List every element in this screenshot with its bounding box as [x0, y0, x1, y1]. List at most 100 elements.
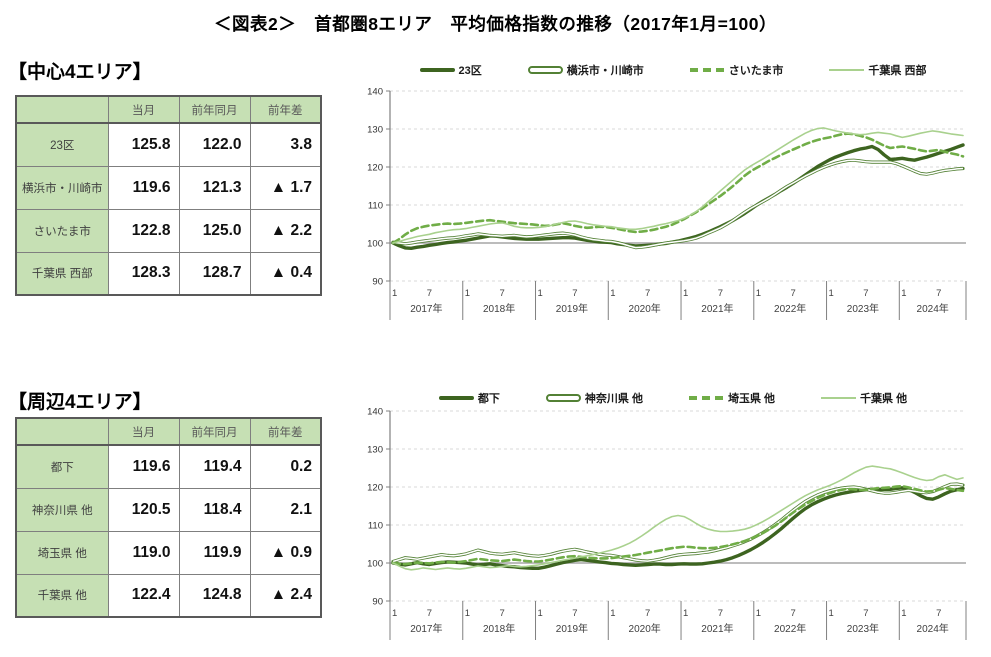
- table-row: 千葉県 他 122.4 124.8 ▲ 2.4: [15, 573, 322, 618]
- year-label: 2017年: [410, 302, 442, 315]
- year-label: 2017年: [410, 622, 442, 635]
- month-tick-label: 7: [936, 288, 941, 299]
- legend-item: 都下: [438, 390, 500, 406]
- year-label: 2024年: [917, 622, 949, 635]
- month-tick-label: 1: [610, 288, 615, 299]
- y-axis-label: 100: [367, 559, 383, 570]
- chart-legend-central: 23区 横浜市・川崎市 さいたま市 千葉県 西部: [360, 60, 986, 80]
- table-header-cell: 前年差: [249, 417, 322, 446]
- table-surrounding-areas: 当月 前年同月 前年差 都下 119.6 119.4 0.2 神奈川県 他 120.5 118.4…: [15, 417, 322, 618]
- table-row: 神奈川県 他 120.5 118.4 2.1: [15, 487, 322, 532]
- series-line-2: [391, 484, 965, 566]
- legend-line-swatch-icon: [689, 68, 725, 72]
- row-label-cell: 都下: [15, 444, 109, 489]
- legend-item: 23区: [419, 62, 482, 78]
- legend-line-swatch-icon: [829, 68, 865, 72]
- month-tick-label: 1: [465, 288, 470, 299]
- month-tick-label: 1: [829, 608, 834, 619]
- series-line-3: [392, 127, 964, 244]
- table-central-areas: 当月 前年同月 前年差 23区 125.8 122.0 3.8 横浜市・川崎市 119.6 121…: [15, 95, 322, 296]
- table-header-row: 当月 前年同月 前年差: [15, 417, 322, 446]
- month-tick-label: 1: [392, 608, 397, 619]
- line-chart-central-areas: 90 100 110 120 130 140 1 7 2017年 1 7 2018年 1 7 2019年 1 7…: [367, 87, 967, 320]
- chart-legend-surrounding: 都下 神奈川県 他 埼玉県 他 千葉県 他: [360, 388, 986, 408]
- legend-item: 千葉県 西部: [829, 62, 926, 78]
- legend-label: 埼玉県 他: [727, 393, 776, 405]
- table-row: 埼玉県 他 119.0 119.9 ▲ 0.9: [15, 530, 322, 575]
- value-cell: 119.9: [178, 530, 251, 575]
- value-cell: 0.2: [249, 444, 322, 489]
- month-tick-label: 1: [610, 608, 615, 619]
- legend-line-swatch-icon: [688, 396, 724, 400]
- table-row: さいたま市 122.8 125.0 ▲ 2.2: [15, 208, 322, 253]
- month-tick-label: 7: [572, 608, 577, 619]
- table-row: 千葉県 西部 128.3 128.7 ▲ 0.4: [15, 251, 322, 296]
- month-tick-label: 7: [645, 608, 650, 619]
- year-label: 2018年: [483, 302, 515, 315]
- year-label: 2019年: [556, 622, 588, 635]
- month-tick-label: 1: [901, 608, 906, 619]
- value-cell: 120.5: [107, 487, 180, 532]
- year-label: 2022年: [774, 622, 806, 635]
- month-tick-label: 1: [901, 288, 906, 299]
- value-cell: 2.1: [249, 487, 322, 532]
- y-axis-label: 110: [368, 521, 383, 532]
- value-cell: 121.3: [178, 165, 251, 210]
- section-heading-central: 【中心4エリア】: [8, 62, 152, 83]
- legend-item: 神奈川県 他: [545, 390, 643, 406]
- year-label: 2023年: [847, 302, 879, 315]
- month-tick-label: 1: [683, 288, 688, 299]
- year-label: 2019年: [556, 302, 588, 315]
- year-label: 2020年: [629, 622, 661, 635]
- month-tick-label: 7: [791, 288, 796, 299]
- month-tick-label: 1: [756, 288, 761, 299]
- month-tick-label: 7: [645, 288, 650, 299]
- value-cell: 124.8: [178, 573, 251, 618]
- y-axis-label: 120: [367, 483, 383, 494]
- month-tick-label: 7: [572, 288, 577, 299]
- y-axis-label: 140: [367, 407, 383, 418]
- year-label: 2024年: [917, 302, 949, 315]
- value-cell: 119.6: [107, 165, 180, 210]
- legend-label: 23区: [458, 65, 482, 77]
- month-tick-label: 7: [427, 608, 432, 619]
- month-tick-label: 1: [756, 608, 761, 619]
- series-line-1-inner: [392, 159, 964, 249]
- legend-line-swatch-icon: [545, 394, 581, 402]
- legend-item: 埼玉県 他: [688, 390, 776, 406]
- year-label: 2020年: [629, 302, 661, 315]
- row-label-cell: 埼玉県 他: [15, 530, 109, 575]
- month-tick-label: 1: [465, 608, 470, 619]
- legend-label: 千葉県 他: [860, 393, 908, 405]
- legend-label: 神奈川県 他: [584, 393, 643, 405]
- value-cell: 122.4: [107, 573, 180, 618]
- y-axis-label: 130: [367, 125, 383, 136]
- value-cell: 125.0: [178, 208, 251, 253]
- month-tick-label: 1: [683, 608, 688, 619]
- month-tick-label: 1: [392, 288, 397, 299]
- year-label: 2018年: [483, 622, 515, 635]
- series-line-3: [392, 465, 964, 571]
- table-header-cell: 前年差: [249, 95, 322, 124]
- month-tick-label: 7: [500, 608, 505, 619]
- year-label: 2021年: [701, 622, 733, 635]
- legend-label: 都下: [477, 393, 500, 405]
- month-tick-label: 7: [718, 288, 723, 299]
- month-tick-label: 1: [538, 608, 543, 619]
- y-axis-label: 140: [367, 87, 383, 98]
- legend-label: 横浜市・川崎市: [566, 65, 644, 77]
- month-tick-label: 7: [427, 288, 432, 299]
- series-line-1-inner: [392, 483, 964, 563]
- table-corner-cell: [15, 417, 109, 446]
- value-cell: 119.4: [178, 444, 251, 489]
- year-label: 2023年: [847, 622, 879, 635]
- table-row: 横浜市・川崎市 119.6 121.3 ▲ 1.7: [15, 165, 322, 210]
- legend-line-swatch-icon: [419, 67, 455, 73]
- table-header-cell: 前年同月: [178, 417, 251, 446]
- month-tick-label: 1: [829, 288, 834, 299]
- legend-item: 千葉県 他: [821, 390, 907, 406]
- month-tick-label: 7: [718, 608, 723, 619]
- table-row: 23区 125.8 122.0 3.8: [15, 122, 322, 167]
- y-axis-label: 90: [372, 277, 383, 288]
- table-header-row: 当月 前年同月 前年差: [15, 95, 322, 124]
